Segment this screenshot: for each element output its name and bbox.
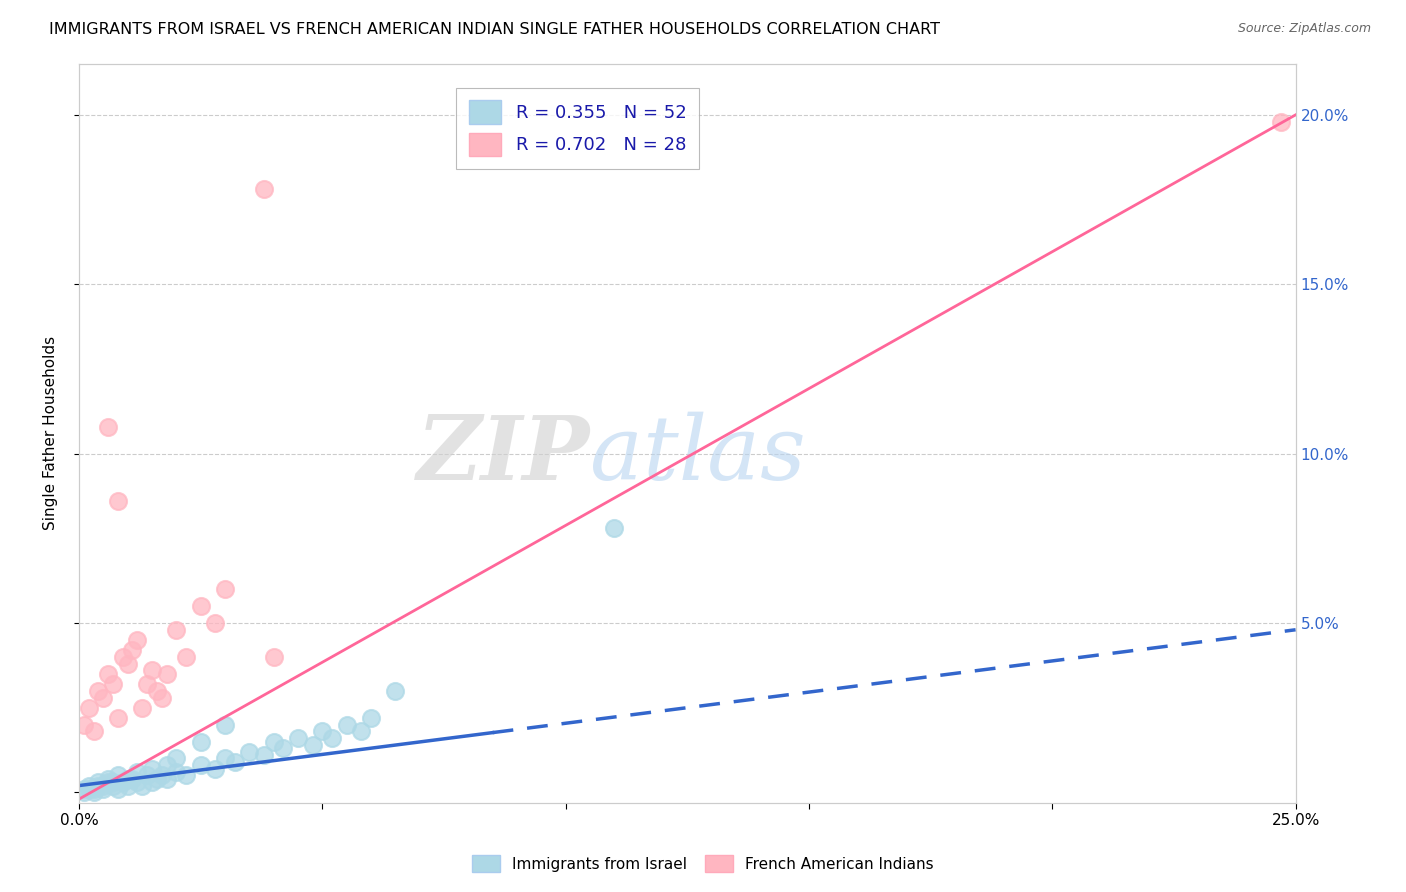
Point [155,772,177,786]
Point [87,779,110,793]
Point [350,724,373,739]
Point [214,751,236,765]
Point [321,731,343,746]
Point [83,781,105,796]
Point [97,419,120,434]
Point [73,785,96,799]
Point [91,781,114,796]
Point [87,775,110,789]
Point [603,521,626,535]
Point [127,775,149,789]
Point [174,768,197,782]
Point [311,724,333,739]
Point [87,683,110,698]
Point [83,785,105,799]
Point [174,649,197,664]
Point [204,762,226,776]
Point [117,772,139,786]
Point [101,779,124,793]
Text: Source: ZipAtlas.com: Source: ZipAtlas.com [1237,22,1371,36]
Point [107,781,129,796]
Point [287,731,309,746]
Point [101,775,124,789]
Point [214,717,236,731]
Text: ZIP: ZIP [416,412,591,499]
Point [91,779,114,793]
Point [111,649,134,664]
Y-axis label: Single Father Households: Single Father Households [44,336,58,531]
Point [146,772,169,786]
Point [97,775,120,789]
Point [384,683,406,698]
Point [77,700,100,714]
Point [253,182,276,196]
Point [121,772,143,786]
Point [107,494,129,508]
Text: IMMIGRANTS FROM ISRAEL VS FRENCH AMERICAN INDIAN SINGLE FATHER HOUSEHOLDS CORREL: IMMIGRANTS FROM ISRAEL VS FRENCH AMERICA… [49,22,941,37]
Point [224,755,246,769]
Point [97,666,120,681]
Point [73,781,96,796]
Point [301,738,323,752]
Point [204,615,226,630]
Text: atlas: atlas [591,412,806,499]
Point [117,657,139,671]
Point [190,599,212,613]
Point [141,664,163,678]
Point [238,745,260,759]
Point [165,623,187,637]
Point [336,717,359,731]
Point [127,765,149,780]
Point [107,768,129,782]
Point [97,772,120,786]
Point [146,683,169,698]
Point [121,643,143,657]
Point [73,717,96,731]
Point [214,582,236,596]
Legend: Immigrants from Israel, French American Indians: Immigrants from Israel, French American … [464,847,942,880]
Point [263,649,285,664]
Point [101,677,124,691]
Point [263,734,285,748]
Point [77,781,100,796]
Point [83,724,105,739]
Point [360,711,382,725]
Point [253,748,276,763]
Point [150,768,173,782]
Point [127,632,149,647]
Point [91,690,114,705]
Point [190,758,212,772]
Point [155,666,177,681]
Point [155,758,177,772]
Point [77,779,100,793]
Point [150,690,173,705]
Point [131,700,153,714]
Point [165,751,187,765]
Point [136,768,159,782]
Point [107,711,129,725]
Point [190,734,212,748]
Point [273,741,295,756]
Point [117,779,139,793]
Point [141,775,163,789]
Point [141,762,163,776]
Point [165,765,187,780]
Legend: R = 0.355   N = 52, R = 0.702   N = 28: R = 0.355 N = 52, R = 0.702 N = 28 [457,87,699,169]
Point [131,779,153,793]
Point [1270,114,1292,128]
Point [111,775,134,789]
Point [136,677,159,691]
